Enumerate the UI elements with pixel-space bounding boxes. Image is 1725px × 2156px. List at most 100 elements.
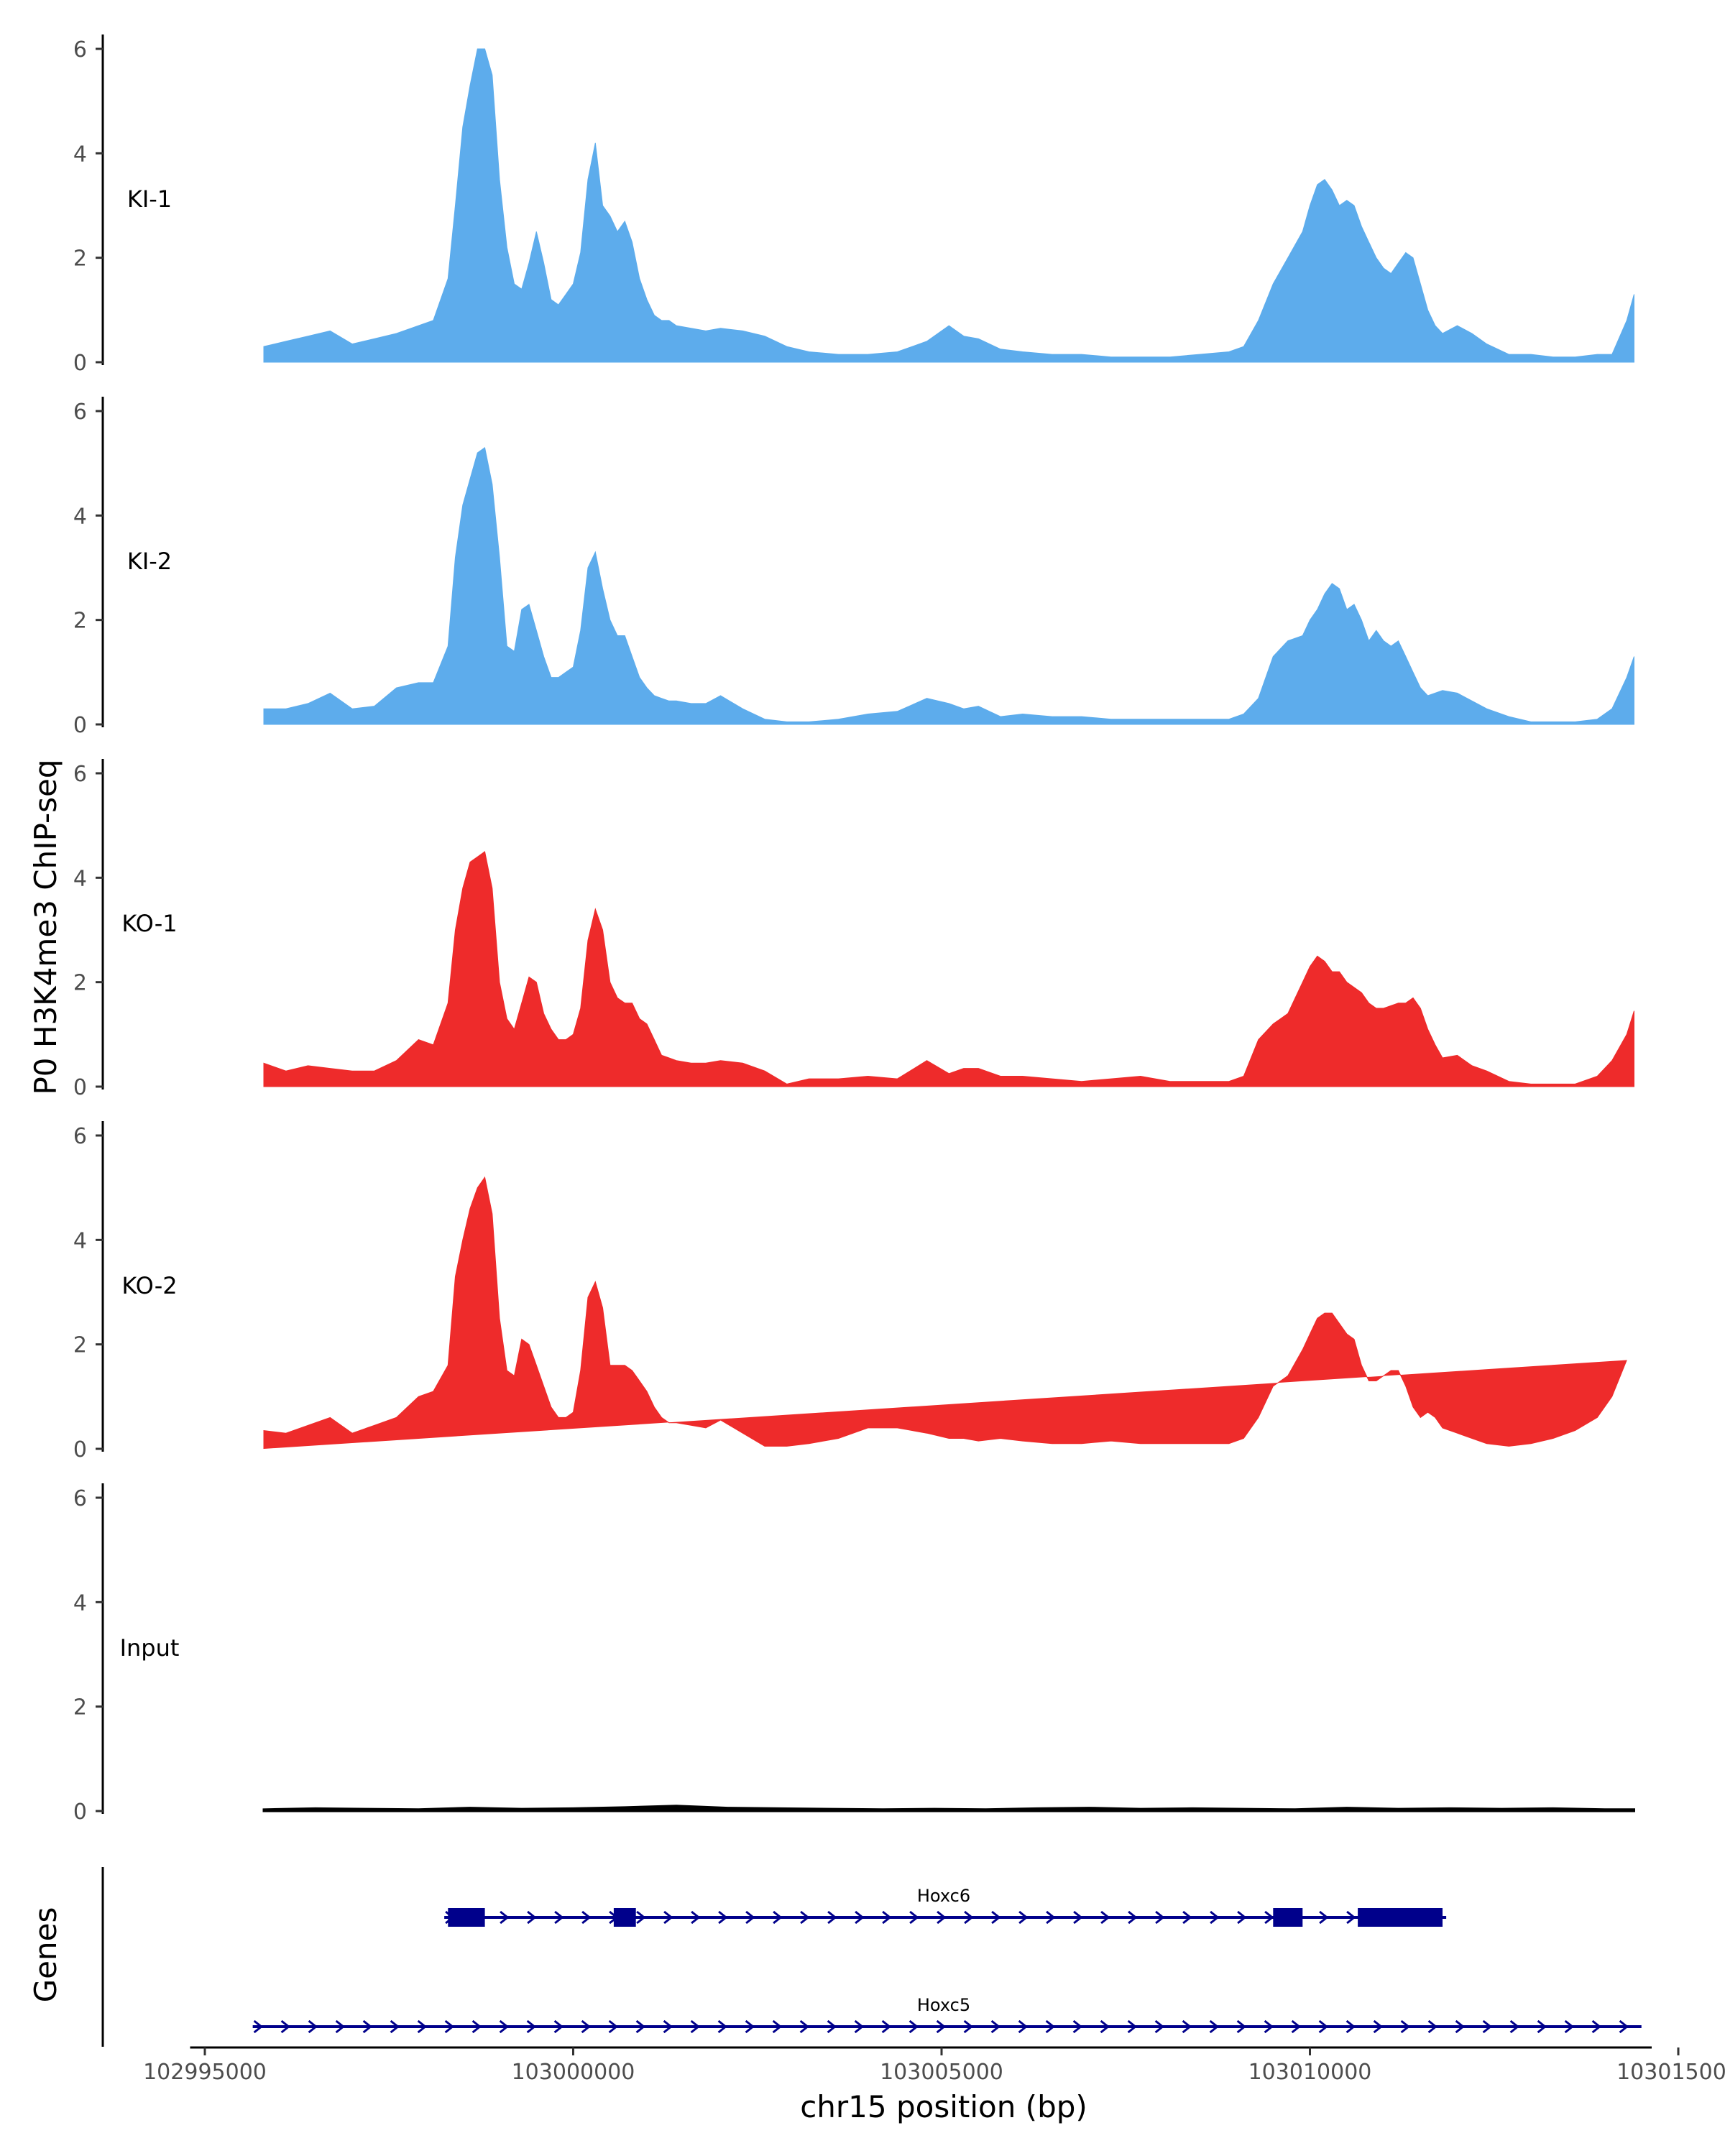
strand-arrow	[663, 1910, 673, 1925]
strand-arrow	[908, 2019, 919, 2034]
track-panel-ko-1: 0 2 4 6 KO-1	[73, 759, 1634, 1100]
strand-arrow	[608, 2019, 619, 2034]
strand-arrow	[1400, 2019, 1411, 2034]
strand-arrow	[1210, 1910, 1220, 1925]
strand-arrow	[253, 2019, 264, 2034]
strand-arrow	[1455, 2019, 1466, 2034]
strand-arrow	[881, 2019, 892, 2034]
strand-arrow	[855, 1910, 865, 1925]
track-label: Input	[120, 1634, 180, 1662]
track-label: KO-1	[121, 910, 177, 937]
track-panel-ki-2: 0 2 4 6 KI-2	[73, 397, 1634, 738]
strand-arrow	[472, 2019, 482, 2034]
y-tick-label: 0	[73, 713, 87, 738]
track-panel-ki-1: 0 2 4 6 KI-1	[73, 34, 1634, 376]
strand-arrow	[1319, 1910, 1329, 1925]
strand-arrow	[1291, 2019, 1302, 2034]
strand-arrow	[1427, 2019, 1438, 2034]
coverage-area-ko-2	[263, 1176, 1627, 1449]
track-label: KO-2	[121, 1272, 177, 1299]
exon-block	[1273, 1908, 1303, 1927]
strand-arrow	[1564, 2019, 1575, 2034]
strand-arrow	[1509, 2019, 1520, 2034]
exon-block	[448, 1908, 485, 1927]
y-tick-label: 2	[73, 247, 87, 272]
strand-arrow	[1537, 2019, 1547, 2034]
x-tick-label: 103010000	[1248, 2060, 1372, 2085]
y-tick-label: 6	[73, 1486, 87, 1511]
strand-arrow	[1073, 1910, 1083, 1925]
strand-arrow	[1072, 2019, 1083, 2034]
strand-arrow	[1045, 2019, 1056, 2034]
x-tick-label: 102995000	[143, 2060, 267, 2085]
strand-arrow	[1346, 2019, 1356, 2034]
track-panel-ko-2: 0 2 4 6 KO-2	[73, 1121, 1627, 1462]
strand-arrow	[1182, 2019, 1192, 2034]
strand-arrow	[1346, 1910, 1356, 1925]
y-tick-label: 0	[73, 1437, 87, 1462]
y-tick-label: 4	[73, 1228, 87, 1253]
y-tick-label: 2	[73, 1333, 87, 1358]
strand-arrow	[1236, 2019, 1247, 2034]
strand-arrow	[691, 1910, 701, 1925]
strand-arrow	[1128, 1910, 1138, 1925]
y-tick-label: 6	[73, 1124, 87, 1149]
strand-arrow	[827, 2019, 837, 2034]
strand-arrow	[1237, 1910, 1247, 1925]
strand-arrow	[990, 2019, 1001, 2034]
coverage-area-ki-2	[263, 447, 1634, 725]
strand-arrow	[936, 2019, 947, 2034]
strand-arrow	[554, 1910, 564, 1925]
exon-block	[1358, 1908, 1443, 1927]
strand-arrow	[1318, 2019, 1329, 2034]
strand-arrow	[963, 2019, 974, 2034]
strand-arrow	[444, 2019, 455, 2034]
strand-arrow	[500, 1910, 510, 1925]
strand-arrow	[581, 2019, 592, 2034]
x-tick-label: 103015000	[1616, 2060, 1725, 2085]
x-axis: 102995000 103000000 103005000 103010000 1030…	[143, 2046, 1725, 2085]
strand-arrow	[909, 1910, 919, 1925]
strand-arrow	[362, 2019, 373, 2034]
strand-arrow	[1482, 2019, 1493, 2034]
x-tick-label: 103000000	[512, 2060, 635, 2085]
strand-arrow	[718, 1910, 728, 1925]
strand-arrow	[745, 1910, 755, 1925]
y-tick-label: 4	[73, 866, 87, 891]
strand-arrow	[882, 1910, 892, 1925]
strand-arrow	[1127, 2019, 1138, 2034]
strand-arrow	[581, 1910, 592, 1925]
strand-arrow	[827, 1910, 837, 1925]
coverage-area-ko-1	[263, 851, 1634, 1087]
strand-arrow	[800, 1910, 810, 1925]
gene-label: Hoxc6	[917, 1886, 970, 1906]
strand-arrow	[1100, 1910, 1110, 1925]
exon-block	[613, 1908, 636, 1927]
strand-arrow	[553, 2019, 564, 2034]
track-label: KI-1	[127, 185, 172, 213]
strand-arrow	[1264, 1910, 1274, 1925]
y-tick-label: 6	[73, 37, 87, 63]
strand-arrow	[1155, 1910, 1165, 1925]
coverage-area-ki-1	[263, 48, 1634, 363]
y-tick-label: 6	[73, 762, 87, 787]
genes-panel: Hoxc6 Hoxc5	[101, 1867, 1642, 2047]
strand-arrow	[1018, 2019, 1029, 2034]
strand-arrow	[635, 2019, 646, 2034]
strand-arrow	[772, 2019, 783, 2034]
y-tick-label: 2	[73, 609, 87, 634]
strand-arrow	[636, 1910, 646, 1925]
strand-arrow	[799, 2019, 810, 2034]
gene-hoxc5: Hoxc5	[252, 1995, 1642, 2034]
strand-arrow	[1264, 2019, 1274, 2034]
strand-arrow	[527, 1910, 537, 1925]
strand-arrow	[1154, 2019, 1165, 2034]
x-axis-title: chr15 position (bp)	[800, 2089, 1087, 2124]
genes-axis-title: Genes	[28, 1907, 63, 2003]
strand-arrow	[1209, 2019, 1220, 2034]
y-tick-label: 0	[73, 351, 87, 376]
strand-arrow	[1182, 1910, 1192, 1925]
strand-arrow	[1046, 1910, 1056, 1925]
x-tick-label: 103005000	[880, 2060, 1003, 2085]
y-tick-label: 4	[73, 504, 87, 529]
